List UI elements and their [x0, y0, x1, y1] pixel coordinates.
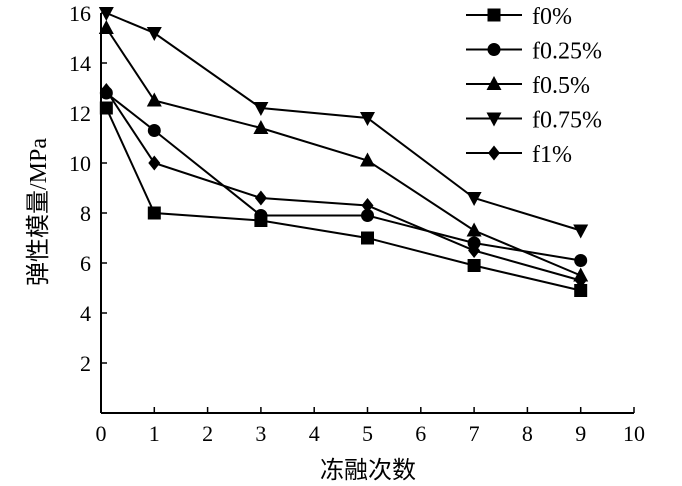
data-point — [98, 20, 114, 34]
data-point — [146, 92, 162, 107]
series-line — [105, 12, 581, 232]
legend-label: f1% — [532, 142, 572, 168]
series-line — [105, 92, 581, 262]
data-point — [253, 120, 269, 134]
series-layer — [98, 7, 589, 297]
data-point — [360, 152, 375, 167]
y-tick-label: 6 — [80, 251, 91, 276]
y-tick-label: 12 — [69, 101, 91, 126]
series-3 — [98, 7, 589, 239]
x-tick-label: 5 — [362, 421, 373, 446]
data-point — [573, 224, 589, 239]
x-tick-label: 3 — [255, 421, 266, 446]
y-axis-title: 弹性模量/MPa — [25, 138, 52, 286]
data-point — [361, 209, 374, 222]
legend-label: f0.75% — [532, 108, 602, 134]
data-point — [98, 7, 114, 21]
y-tick-label: 16 — [69, 1, 91, 26]
legend-marker — [486, 76, 502, 90]
data-point — [468, 243, 481, 258]
y-tick-label: 10 — [69, 151, 91, 176]
data-point — [253, 102, 269, 116]
series-line — [105, 89, 581, 282]
x-tick-label: 0 — [96, 421, 107, 446]
series-4 — [100, 83, 587, 288]
legend-marker — [488, 145, 500, 161]
series-0 — [99, 101, 588, 297]
data-point — [361, 231, 374, 245]
x-axis-title: 冻融次数 — [320, 457, 416, 484]
series-line — [105, 27, 582, 277]
data-point — [100, 83, 113, 98]
x-tick-label: 6 — [415, 421, 426, 446]
data-point — [574, 254, 588, 267]
legend: f0% f0.25% f0.5% f0.75% f1% — [466, 4, 602, 168]
data-point — [148, 155, 161, 171]
legend-marker — [486, 112, 502, 127]
x-tick-label: 4 — [309, 421, 320, 446]
data-point — [147, 206, 161, 220]
legend-marker — [487, 8, 501, 22]
data-point — [574, 273, 587, 288]
y-tick-label: 2 — [80, 351, 91, 376]
legend-label: f0.25% — [532, 39, 602, 65]
legend-marker — [487, 43, 501, 56]
legend-label: f0.5% — [532, 73, 590, 99]
y-tick-label: 14 — [69, 51, 91, 76]
data-point — [254, 190, 267, 206]
series-1 — [99, 86, 588, 267]
series-2 — [98, 20, 589, 282]
series-line — [105, 107, 581, 292]
data-point — [146, 27, 162, 41]
data-point — [574, 284, 588, 297]
data-point — [360, 112, 375, 126]
data-point — [466, 192, 482, 206]
legend-label: f0% — [532, 4, 572, 30]
x-tick-label: 9 — [575, 421, 586, 446]
data-point — [467, 259, 481, 272]
data-point — [361, 198, 374, 213]
x-tick-label: 7 — [469, 421, 480, 446]
data-point — [466, 222, 482, 237]
x-tick-label: 1 — [149, 421, 160, 446]
y-tick-label: 8 — [80, 201, 91, 226]
x-tick-label: 2 — [202, 421, 213, 446]
data-point — [254, 209, 268, 222]
y-tick-label: 4 — [80, 301, 91, 326]
x-tick-label: 8 — [522, 421, 533, 446]
x-tick-label: 10 — [623, 421, 645, 446]
data-point — [99, 101, 113, 115]
data-point — [147, 124, 161, 137]
